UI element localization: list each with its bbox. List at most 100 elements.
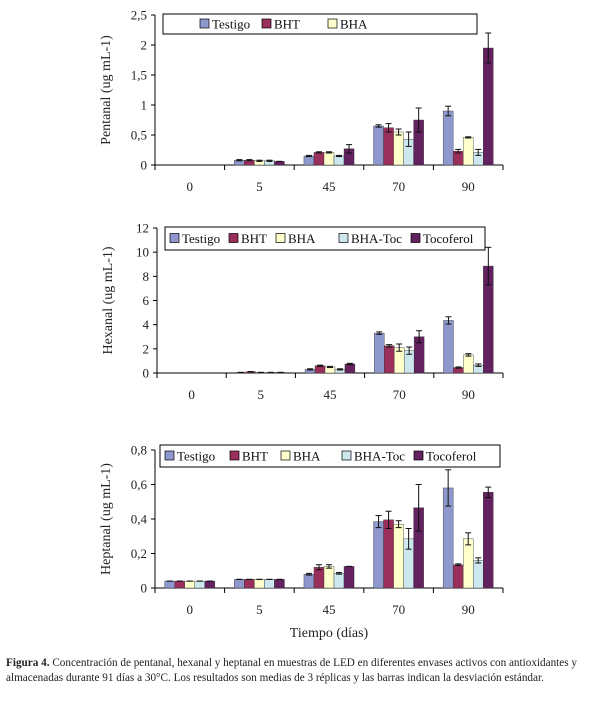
bar-testigo — [303, 574, 315, 589]
x-tick-label: 90 — [462, 602, 475, 617]
legend-label: Tocoferol — [426, 449, 477, 464]
legend-label: BHA — [293, 449, 321, 464]
chart-3: 0 0,2 0,4 0,6 0,8 0 5 45 70 90 Heptanal (ug mL-1) T… — [99, 443, 504, 641]
y-tick-label: 2 — [141, 38, 148, 53]
bar-testigo — [234, 579, 245, 589]
bar-bha-toc — [473, 560, 484, 589]
y-tick-label: 1 — [141, 98, 148, 113]
x-tick-label: 45 — [324, 387, 337, 402]
y-axis-label: Hexanal (ug mL-1) — [101, 246, 116, 354]
caption-text: Concentración de pentanal, hexanal y hep… — [6, 657, 577, 684]
bar-bht — [384, 345, 395, 374]
legend-box — [162, 13, 478, 35]
x-tick-label: 5 — [256, 602, 263, 617]
y-tick-label: 0,2 — [131, 546, 147, 561]
legend-swatch-bha-toc — [338, 233, 349, 243]
bar-bha-toc — [333, 573, 345, 589]
bar-bha — [393, 131, 404, 166]
bar-bha-toc — [194, 580, 206, 589]
chart-1: 0 0,5 1 1,5 2 2,5 0 5 45 70 90 Pentanal (ug mL-1) Te… — [99, 8, 504, 194]
legend-swatch-testigo — [164, 450, 175, 461]
legend-label: Testigo — [182, 231, 220, 246]
x-axis-label: Tiempo (días) — [290, 626, 369, 641]
figure-caption: Figura 4. Concentración de pentanal, hex… — [6, 656, 606, 686]
bar-tocoferol — [204, 580, 216, 589]
legend-label: Tocoferol — [423, 231, 474, 246]
y-tick-label: 2 — [143, 341, 150, 356]
bar-bha-toc — [264, 579, 275, 589]
bar-bht — [452, 564, 464, 589]
legend-label: BHA-Toc — [354, 449, 405, 464]
y-tick-label: 10 — [136, 245, 149, 260]
legend-swatch-tocoferol — [410, 233, 421, 243]
bar-testigo — [442, 110, 454, 166]
x-tick-label: 5 — [258, 387, 265, 402]
x-tick-label: 70 — [393, 387, 406, 402]
y-tick-label: 0,8 — [131, 443, 147, 458]
bar-tocoferol — [343, 566, 355, 589]
y-tick-label: 12 — [136, 221, 149, 236]
y-tick-label: 8 — [143, 269, 150, 284]
bar-bha-toc — [333, 155, 345, 166]
legend-label: Testigo — [212, 17, 250, 32]
legend-label: Testigo — [177, 449, 215, 464]
legend-box — [159, 444, 501, 468]
y-tick-label: 2,5 — [131, 8, 147, 23]
x-tick-label: 70 — [392, 179, 405, 194]
bar-bha — [393, 523, 404, 589]
x-tick-label: 90 — [462, 387, 475, 402]
bar-tocoferol — [483, 47, 494, 166]
x-tick-label: 0 — [187, 602, 194, 617]
bar-bha — [462, 137, 474, 166]
legend-swatch-tocoferol — [413, 450, 424, 461]
bar-bht — [174, 580, 185, 589]
bar-bht — [244, 579, 255, 589]
bar-tocoferol — [274, 579, 285, 589]
legend: Testigo BHT BHA BHA-Toc Tocoferol — [164, 226, 486, 251]
legend-swatch-testigo — [169, 233, 180, 243]
bar-testigo — [303, 155, 315, 166]
x-tick-label: 0 — [187, 179, 194, 194]
x-tick-label: 45 — [323, 602, 336, 617]
bar-bht — [383, 127, 394, 166]
legend: Testigo BHT BHA BHA-Toc Tocoferol — [159, 444, 501, 468]
legend-label: BHT — [274, 17, 300, 32]
bar-bht — [383, 519, 394, 589]
legend-box — [164, 226, 486, 251]
legend-swatch-bha — [327, 18, 338, 29]
x-tick-label: 5 — [256, 179, 263, 194]
legend-label: BHT — [241, 231, 267, 246]
legend-label: BHA — [288, 231, 316, 246]
chart-2: 0 2 4 6 8 10 12 0 5 45 70 90 Hexanal (ug mL-1) Testig… — [101, 221, 504, 402]
bar-testigo — [443, 320, 454, 374]
y-tick-label: 0,4 — [131, 512, 148, 527]
bar-testigo — [373, 521, 384, 589]
legend-swatch-bha — [275, 233, 286, 243]
legend: Testigo BHT BHA — [162, 13, 478, 35]
x-tick-label: 0 — [188, 387, 195, 402]
bar-bha — [323, 566, 335, 589]
y-tick-label: 6 — [143, 293, 150, 308]
legend-swatch-testigo — [199, 18, 210, 29]
y-tick-label: 0 — [141, 158, 148, 173]
bar-testigo — [164, 580, 175, 589]
bar-tocoferol — [274, 161, 285, 166]
y-tick-label: 0,5 — [131, 128, 147, 143]
legend-label: BHA — [340, 17, 368, 32]
y-axis-label: Pentanal (ug mL-1) — [99, 35, 114, 145]
bar-tocoferol — [344, 363, 356, 374]
bar-bha — [323, 152, 335, 166]
bar-testigo — [373, 125, 384, 166]
y-tick-label: 4 — [143, 317, 150, 332]
bar-bha — [463, 354, 474, 374]
y-tick-label: 0 — [143, 366, 150, 381]
legend-swatch-bht — [261, 18, 272, 29]
y-tick-label: 0 — [141, 581, 148, 596]
x-tick-label: 90 — [462, 179, 475, 194]
bar-tocoferol — [483, 492, 494, 589]
bar-bht — [313, 567, 325, 589]
bar-bht — [313, 152, 325, 166]
bar-bha — [184, 580, 196, 589]
legend-swatch-bht — [228, 233, 239, 243]
